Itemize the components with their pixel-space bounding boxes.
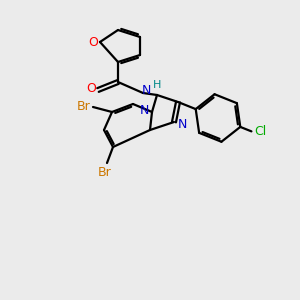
Text: O: O bbox=[88, 35, 98, 49]
Text: H: H bbox=[153, 80, 161, 90]
Text: Br: Br bbox=[98, 166, 112, 178]
Text: Cl: Cl bbox=[254, 125, 267, 138]
Text: O: O bbox=[86, 82, 96, 95]
Text: N: N bbox=[177, 118, 187, 130]
Text: N: N bbox=[139, 103, 149, 116]
Text: Br: Br bbox=[77, 100, 91, 112]
Text: N: N bbox=[141, 83, 151, 97]
